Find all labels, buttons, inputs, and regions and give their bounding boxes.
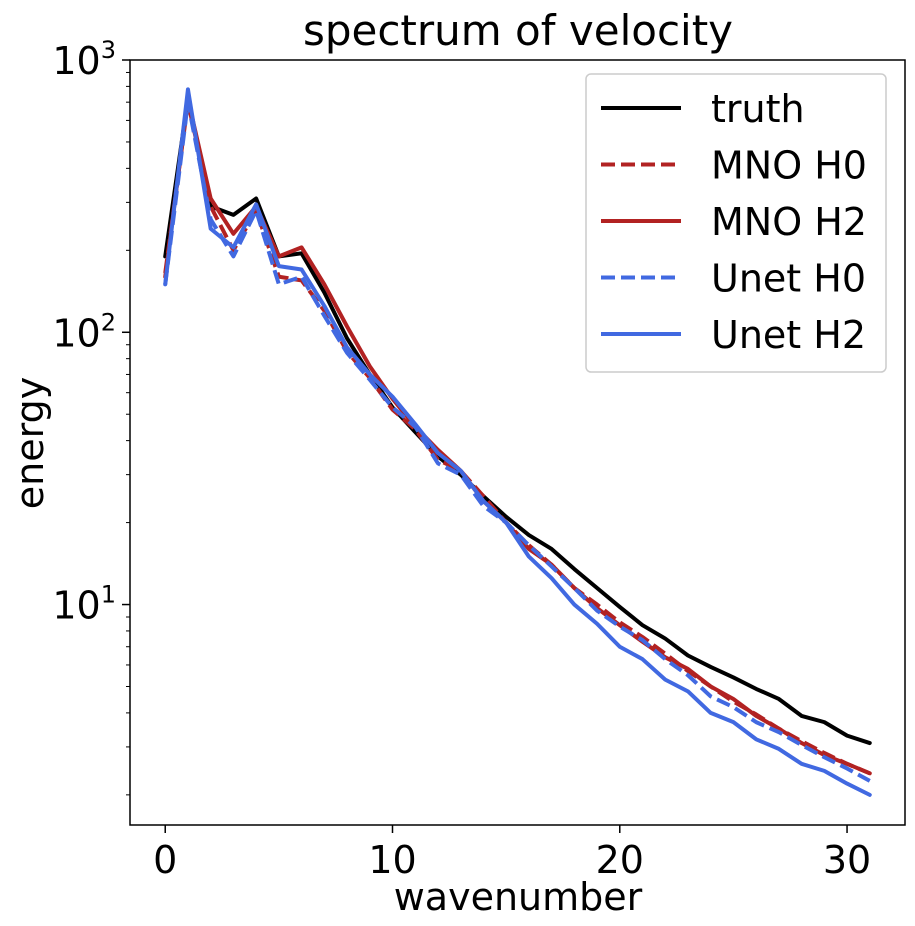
y-tick-label: 102 <box>52 308 116 355</box>
series-line-unet-h0 <box>163 100 871 783</box>
chart-title: spectrum of velocity <box>303 6 733 55</box>
x-axis-label: wavenumber <box>394 875 643 919</box>
axes-frame <box>129 59 906 826</box>
legend-label: Unet H2 <box>711 313 866 357</box>
x-tick-label: 30 <box>823 838 871 882</box>
y-tick-label: 103 <box>52 36 116 83</box>
x-tick-label: 10 <box>368 838 416 882</box>
legend-box <box>585 73 887 373</box>
legend: truth MNO H0 MNO H2 Unet H0 Unet H2 <box>585 73 887 373</box>
y-tick-label: 101 <box>52 581 116 628</box>
plot-area <box>163 87 872 797</box>
x-tick-label: 0 <box>153 838 177 882</box>
axes: 0 10 20 30 101 102 103 <box>52 36 906 882</box>
x-tick-label: 20 <box>596 838 644 882</box>
legend-label: MNO H2 <box>711 200 867 244</box>
y-axis-label: energy <box>8 377 52 509</box>
series-line-unet-h2 <box>163 87 872 797</box>
legend-label: truth <box>711 87 805 131</box>
legend-label: MNO H0 <box>711 144 867 188</box>
legend-label: Unet H0 <box>711 257 866 301</box>
